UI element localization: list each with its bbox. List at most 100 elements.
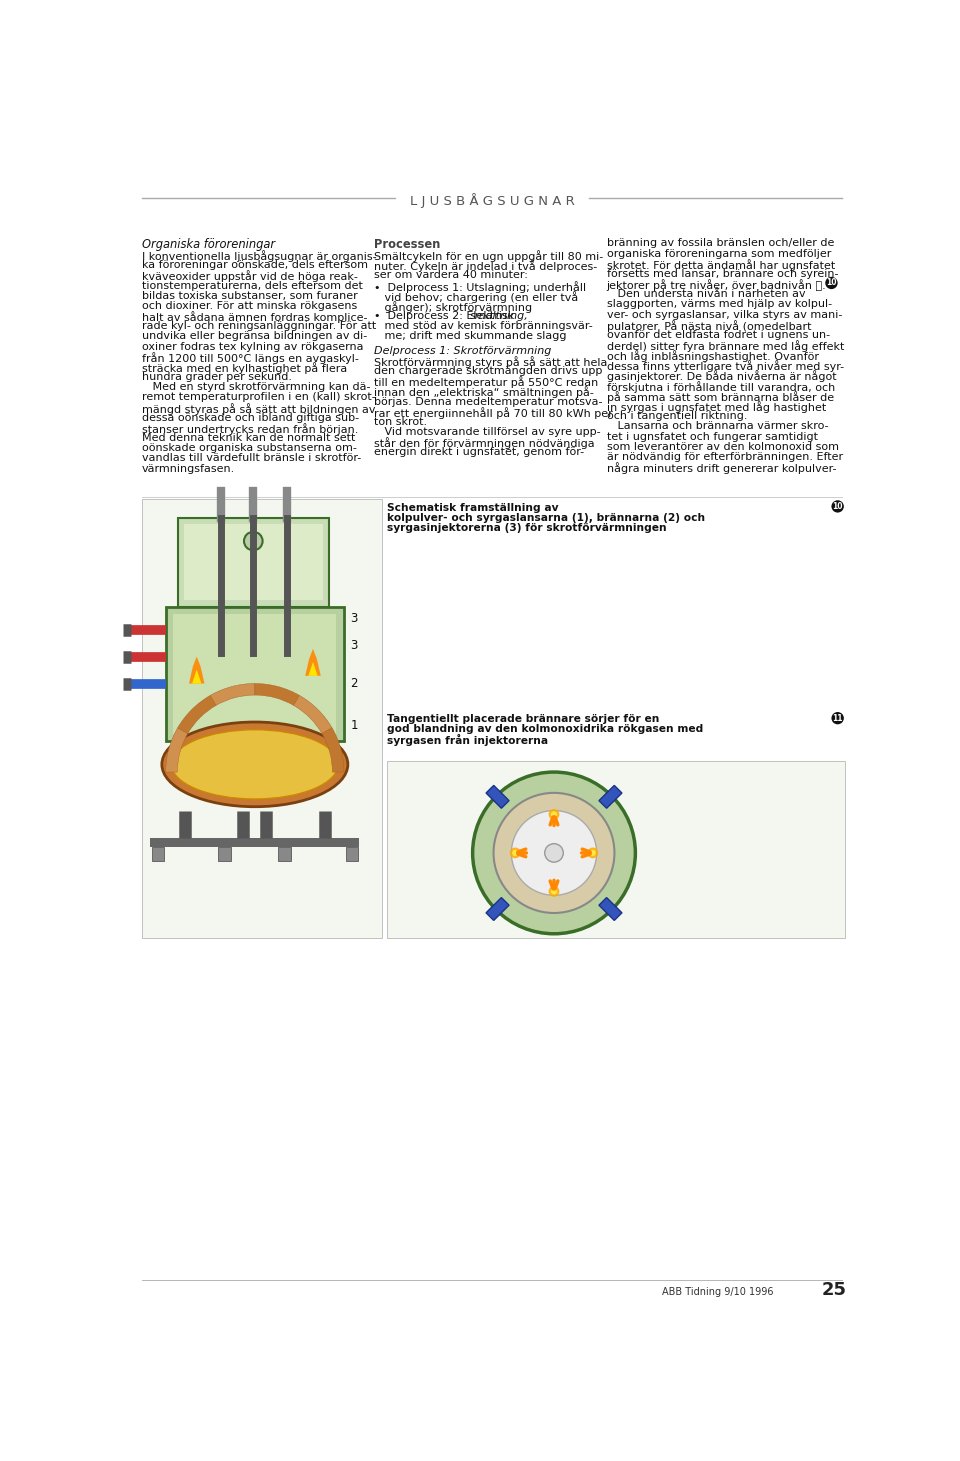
Bar <box>150 837 359 847</box>
Wedge shape <box>254 684 300 706</box>
Circle shape <box>589 850 596 856</box>
Circle shape <box>551 888 557 894</box>
Text: vid behov; chargering (en eller två: vid behov; chargering (en eller två <box>374 291 579 302</box>
Text: Schematisk framställning av: Schematisk framställning av <box>388 503 559 513</box>
Text: god blandning av den kolmonoxidrika rökgasen med: god blandning av den kolmonoxidrika rökg… <box>388 725 704 735</box>
Text: vandlas till värdefullt bränsle i skrotför-: vandlas till värdefullt bränsle i skrotf… <box>142 453 361 463</box>
Text: Lansarna och brännarna värmer skro-: Lansarna och brännarna värmer skro- <box>607 421 828 431</box>
Polygon shape <box>308 662 318 676</box>
Text: och dioxiner. För att minska rökgasens: och dioxiner. För att minska rökgasens <box>142 301 357 311</box>
Text: är nödvändig för efterförbränningen. Efter: är nödvändig för efterförbränningen. Eft… <box>607 451 843 462</box>
Text: syrgasen från injektorerna: syrgasen från injektorerna <box>388 735 548 747</box>
Text: Med denna teknik kan de normalt sett: Med denna teknik kan de normalt sett <box>142 432 355 443</box>
Text: och låg inblåsningshastighet. Ovanför: och låg inblåsningshastighet. Ovanför <box>607 351 819 362</box>
Text: halt av sådana ämnen fordras komplice-: halt av sådana ämnen fordras komplice- <box>142 311 367 323</box>
Text: gasinjektorer. De båda nivåerna är något: gasinjektorer. De båda nivåerna är något <box>607 371 836 383</box>
Text: L J U S B Å G S U G N A R: L J U S B Å G S U G N A R <box>410 193 574 209</box>
Text: Organiska föroreningar: Organiska föroreningar <box>142 238 275 251</box>
Text: och i tangentiell riktning.: och i tangentiell riktning. <box>607 411 747 421</box>
Text: ton skrot.: ton skrot. <box>374 416 427 427</box>
Text: 2: 2 <box>350 676 358 690</box>
Polygon shape <box>192 669 202 684</box>
FancyBboxPatch shape <box>179 519 329 606</box>
Text: Med en styrd skrotförvärmning kan dä-: Med en styrd skrotförvärmning kan dä- <box>142 383 371 393</box>
Circle shape <box>244 532 263 551</box>
Text: hundra grader per sekund.: hundra grader per sekund. <box>142 373 292 383</box>
Text: 10: 10 <box>832 503 843 511</box>
Bar <box>166 606 344 741</box>
Text: jektorer på tre nivåer, över badnivån ⒐.: jektorer på tre nivåer, över badnivån ⒐. <box>607 279 827 291</box>
Text: •  Delprocess 1: Utslagning; underhåll: • Delprocess 1: Utslagning; underhåll <box>374 281 587 292</box>
Text: 11: 11 <box>832 713 843 723</box>
Circle shape <box>588 847 598 858</box>
Text: smältning,: smältning, <box>469 311 528 321</box>
Text: Den understa nivån i närheten av: Den understa nivån i närheten av <box>607 289 805 300</box>
Wedge shape <box>322 728 344 771</box>
Polygon shape <box>486 897 509 920</box>
Text: med stöd av kemisk förbränningsvär-: med stöd av kemisk förbränningsvär- <box>374 321 593 332</box>
Polygon shape <box>486 786 509 808</box>
Circle shape <box>544 843 564 862</box>
Text: •  Delprocess 2: Elektrisk: • Delprocess 2: Elektrisk <box>374 311 518 321</box>
Text: ka föroreningar oönskade, dels eftersom: ka föroreningar oönskade, dels eftersom <box>142 260 368 270</box>
Text: dessa oönskade och ibland giftiga sub-: dessa oönskade och ibland giftiga sub- <box>142 413 359 422</box>
Text: organiska föroreningarna som medföljer: organiska föroreningarna som medföljer <box>607 248 831 259</box>
Text: på samma sätt som brännarna blåser de: på samma sätt som brännarna blåser de <box>607 392 834 403</box>
Text: pulatorer. På nästa nivå (omedelbart: pulatorer. På nästa nivå (omedelbart <box>607 320 811 332</box>
Text: rade kyl- och reningsanläggningar. För att: rade kyl- och reningsanläggningar. För a… <box>142 321 376 332</box>
Bar <box>278 847 291 861</box>
Text: undvika eller begränsa bildningen av di-: undvika eller begränsa bildningen av di- <box>142 332 367 342</box>
Text: förskjutna i förhållande till varandra, och: förskjutna i förhållande till varandra, … <box>607 381 835 393</box>
Text: från 1200 till 500°C längs en avgaskyl-: från 1200 till 500°C längs en avgaskyl- <box>142 352 359 364</box>
Wedge shape <box>210 684 254 706</box>
Circle shape <box>826 276 838 289</box>
Circle shape <box>548 885 560 897</box>
Text: in syrgas i ugnsfatet med låg hastighet: in syrgas i ugnsfatet med låg hastighet <box>607 402 826 413</box>
Bar <box>346 847 358 861</box>
Circle shape <box>493 793 614 913</box>
Text: försetts med lansar, brännare och syrein-: försetts med lansar, brännare och syrein… <box>607 269 838 279</box>
Text: 1: 1 <box>350 719 358 732</box>
Text: ovanför det eldfasta fodret i ugnens un-: ovanför det eldfasta fodret i ugnens un- <box>607 330 829 340</box>
Text: Skrotförvärmning styrs på så sätt att hela: Skrotförvärmning styrs på så sätt att he… <box>374 356 608 368</box>
Text: syrgasinjektorerna (3) för skrotförvärmningen: syrgasinjektorerna (3) för skrotförvärmn… <box>388 523 667 533</box>
Text: kolpulver- och syrgaslansarna (1), brännarna (2) och: kolpulver- och syrgaslansarna (1), bränn… <box>388 513 706 523</box>
Text: bränning av fossila bränslen och/eller de: bränning av fossila bränslen och/eller d… <box>607 238 834 248</box>
Text: Processen: Processen <box>374 238 441 251</box>
Circle shape <box>512 850 518 856</box>
Wedge shape <box>294 695 332 733</box>
Text: värmningsfasen.: värmningsfasen. <box>142 463 235 473</box>
Text: I konventionella ljusbågsugnar är organis-: I konventionella ljusbågsugnar är organi… <box>142 250 376 262</box>
Text: ver- och syrgaslansar, vilka styrs av mani-: ver- och syrgaslansar, vilka styrs av ma… <box>607 310 842 320</box>
Text: sträcka med en kylhastighet på flera: sträcka med en kylhastighet på flera <box>142 362 347 374</box>
Ellipse shape <box>172 729 338 799</box>
Text: ser om vardera 40 minuter:: ser om vardera 40 minuter: <box>374 270 528 281</box>
Bar <box>388 761 845 938</box>
Circle shape <box>510 847 520 858</box>
Text: innan den „elektriska“ smältningen på-: innan den „elektriska“ smältningen på- <box>374 386 594 399</box>
Circle shape <box>512 811 596 896</box>
Text: börjas. Denna medeltemperatur motsva-: börjas. Denna medeltemperatur motsva- <box>374 396 603 406</box>
Bar <box>174 614 336 733</box>
Bar <box>219 847 230 861</box>
Text: tet i ugnsfatet och fungerar samtidigt: tet i ugnsfatet och fungerar samtidigt <box>607 431 818 441</box>
Text: till en medeltemperatur på 550°C redan: till en medeltemperatur på 550°C redan <box>374 375 598 389</box>
Text: kväveoxider uppstår vid de höga reak-: kväveoxider uppstår vid de höga reak- <box>142 270 357 282</box>
Bar <box>142 498 382 938</box>
Wedge shape <box>178 695 216 733</box>
Text: oönskade organiska substanserna om-: oönskade organiska substanserna om- <box>142 443 356 453</box>
Bar <box>152 847 164 861</box>
Text: Tangentiellt placerade brännare sörjer för en: Tangentiellt placerade brännare sörjer f… <box>388 714 660 725</box>
Polygon shape <box>599 786 622 808</box>
Text: står den för förvärmningen nödvändiga: står den för förvärmningen nödvändiga <box>374 437 595 449</box>
Text: tionstemperaturerna, dels eftersom det: tionstemperaturerna, dels eftersom det <box>142 281 363 291</box>
Text: Delprocess 1: Skrotförvärmning: Delprocess 1: Skrotförvärmning <box>374 346 552 355</box>
Text: me; drift med skummande slagg: me; drift med skummande slagg <box>374 332 566 342</box>
Text: dessa finns ytterligare två nivåer med syr-: dessa finns ytterligare två nivåer med s… <box>607 361 844 373</box>
Text: slaggporten, värms med hjälp av kolpul-: slaggporten, värms med hjälp av kolpul- <box>607 300 831 310</box>
Text: rar ett energiinnehåll på 70 till 80 kWh per: rar ett energiinnehåll på 70 till 80 kWh… <box>374 406 612 419</box>
Text: 3: 3 <box>350 638 357 652</box>
Polygon shape <box>189 656 204 684</box>
Text: stanser undertrycks redan från början.: stanser undertrycks redan från början. <box>142 422 358 435</box>
Text: några minuters drift genererar kolpulver-: några minuters drift genererar kolpulver… <box>607 462 836 473</box>
